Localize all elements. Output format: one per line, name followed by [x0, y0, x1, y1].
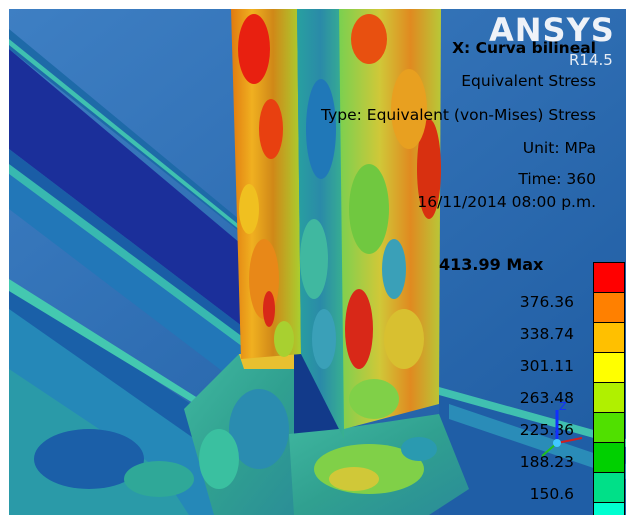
legend-value: 188.23: [519, 453, 574, 471]
result-type: Type: Equivalent (von-Mises) Stress: [321, 106, 596, 124]
legend-max-label: 413.99 Max: [439, 255, 544, 274]
result-unit: Unit: MPa: [522, 139, 596, 157]
stress-contour-model[interactable]: [9, 9, 626, 515]
legend-swatch: [593, 262, 625, 293]
right-column: [339, 9, 441, 429]
legend-value: 225.86: [519, 421, 574, 439]
z-axis-label: Z: [559, 400, 567, 413]
result-date: 16/11/2014 08:00 p.m.: [417, 193, 596, 211]
legend-value: 338.74: [519, 325, 574, 343]
upper-beam: [9, 29, 274, 399]
legend-swatch: [593, 472, 625, 503]
legend-swatch: [593, 382, 625, 413]
axis-triad[interactable]: Z: [537, 398, 587, 468]
legend-swatch: [593, 412, 625, 443]
result-quantity: Equivalent Stress: [461, 72, 596, 90]
legend-value: 263.48: [519, 389, 574, 407]
result-name: X: Curva bilineal: [452, 39, 596, 57]
legend-swatch: [593, 352, 625, 383]
legend-value: 376.36: [519, 293, 574, 311]
ansys-logo: ANSYS: [489, 11, 615, 49]
base-plate: [289, 414, 469, 515]
left-column: [231, 9, 301, 359]
result-time: Time: 360: [518, 170, 596, 188]
column-web: [297, 9, 344, 439]
right-beam: [439, 387, 626, 515]
legend-swatch: [593, 292, 625, 323]
legend-value: 150.6: [529, 485, 574, 503]
version-label: R14.5: [569, 51, 613, 69]
legend-swatch: [593, 502, 625, 515]
model-viewport[interactable]: ANSYS R14.5 X: Curva bilineal Equivalent…: [9, 9, 626, 515]
legend-swatch: [593, 322, 625, 353]
legend-swatch: [593, 442, 625, 473]
legend-value: 301.11: [519, 357, 574, 375]
